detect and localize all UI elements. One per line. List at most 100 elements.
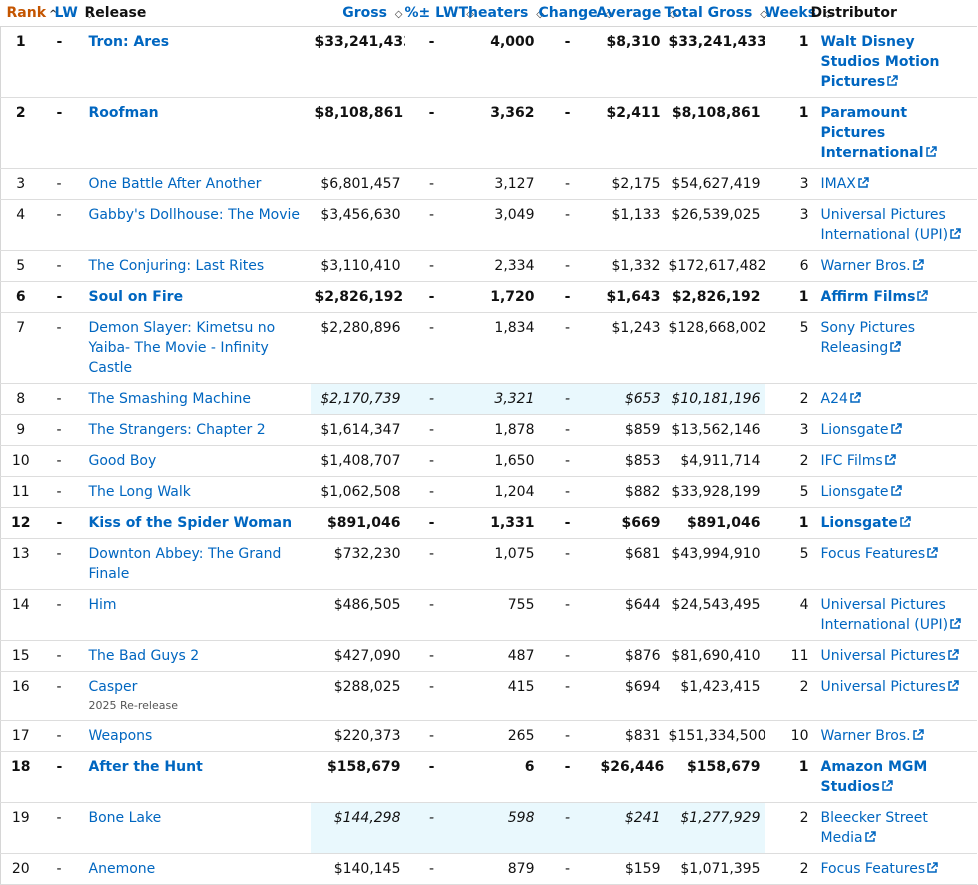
gross-cell: $1,062,508: [310, 476, 405, 508]
theaters-cell: 755: [458, 589, 539, 641]
pct-lw-cell: -: [404, 802, 459, 854]
distributor-cell: IMAX: [810, 168, 977, 200]
release-link[interactable]: Downton Abbey: The Grand Finale: [88, 546, 282, 582]
distributor-link[interactable]: Bleecker Street Media: [821, 810, 928, 846]
distributor-name: Lionsgate: [820, 515, 898, 531]
distributor-link[interactable]: Amazon MGM Studios: [821, 759, 928, 795]
release-link[interactable]: Weapons: [88, 728, 153, 744]
release-cell: Downton Abbey: The Grand Finale: [84, 538, 311, 590]
total-gross-cell: $10,181,196: [664, 383, 765, 415]
release-link[interactable]: The Conjuring: Last Rites: [88, 258, 265, 274]
distributor-cell: Focus Features: [810, 853, 977, 885]
header-change[interactable]: Change ◇: [538, 0, 613, 27]
table-row: 3- One Battle After Another $6,801,457-3,1…: [0, 168, 977, 200]
distributor-link[interactable]: Lionsgate: [821, 422, 902, 438]
release-link[interactable]: One Battle After Another: [88, 176, 262, 192]
caret-up-icon: ^: [49, 9, 58, 20]
release-link[interactable]: Him: [88, 597, 117, 613]
distributor-link[interactable]: Universal Pictures: [821, 679, 959, 695]
change-cell: -: [538, 507, 597, 539]
external-link-icon: [915, 289, 929, 305]
change-cell: -: [538, 640, 597, 672]
external-link-icon: [848, 391, 861, 407]
release-link[interactable]: Bone Lake: [88, 810, 162, 826]
release-link[interactable]: The Smashing Machine: [88, 391, 251, 407]
pct-lw-cell: -: [404, 414, 459, 446]
header-gross[interactable]: Gross ◇: [310, 0, 405, 27]
external-link-icon: [883, 453, 896, 469]
header-pct-lw[interactable]: %± LW ◇: [404, 0, 474, 27]
total-gross-cell: $151,334,500: [664, 720, 765, 752]
distributor-link[interactable]: Universal Pictures International (UPI): [821, 597, 962, 633]
release-link[interactable]: The Bad Guys 2: [88, 648, 200, 664]
release-link[interactable]: Good Boy: [88, 453, 157, 469]
average-cell: $882: [596, 476, 665, 508]
release-link[interactable]: The Strangers: Chapter 2: [88, 422, 266, 438]
table-row: 10- Good Boy $1,408,707-1,650- $853 $4,911,7…: [0, 445, 977, 477]
distributor-link[interactable]: Lionsgate: [821, 515, 911, 531]
distributor-link[interactable]: IFC Films: [821, 453, 896, 469]
release-link[interactable]: Casper: [88, 679, 138, 695]
release-link[interactable]: The Long Walk: [88, 484, 191, 500]
change-cell: -: [538, 250, 597, 282]
header-average[interactable]: Average ◇: [596, 0, 677, 27]
header-total-gross[interactable]: Total Gross ◇: [664, 0, 768, 27]
distributor-link[interactable]: Sony Pictures Releasing: [821, 320, 916, 356]
distributor-link[interactable]: IMAX: [821, 176, 869, 192]
weeks-cell: 2: [764, 802, 811, 854]
header-theaters[interactable]: Theaters ◇: [458, 0, 544, 27]
theaters-cell: 6: [458, 751, 539, 803]
header-lw[interactable]: LW ◇: [54, 0, 93, 27]
distributor-cell: Universal Pictures International (UPI): [810, 589, 977, 641]
header-distributor[interactable]: Distributor: [810, 0, 977, 27]
distributor-link[interactable]: A24: [821, 391, 861, 407]
release-cell: Roofman: [84, 97, 311, 169]
sort-updown-icon: ◇: [394, 9, 403, 20]
header-rank[interactable]: Rank ^: [0, 0, 58, 27]
release-link[interactable]: Kiss of the Spider Woman: [88, 515, 293, 531]
total-gross-cell: $2,826,192: [664, 281, 765, 313]
change-cell: -: [538, 414, 597, 446]
distributor-name: Affirm Films: [820, 289, 916, 305]
weeks-cell: 4: [764, 589, 811, 641]
release-link[interactable]: Gabby's Dollhouse: The Movie: [88, 207, 301, 223]
average-cell: $241: [596, 802, 665, 854]
rank-cell: 16: [0, 671, 55, 721]
pct-lw-cell: -: [404, 97, 459, 169]
release-cell: Soul on Fire: [84, 281, 311, 313]
rank-cell: 18: [0, 751, 55, 803]
distributor-link[interactable]: Focus Features: [821, 861, 939, 877]
pct-lw-cell: -: [404, 26, 459, 98]
distributor-name: Universal Pictures International (UPI): [820, 597, 949, 633]
release-link[interactable]: Roofman: [88, 105, 159, 121]
distributor-link[interactable]: Warner Bros.: [821, 258, 924, 274]
release-link[interactable]: Anemone: [88, 861, 156, 877]
average-cell: $26,446: [596, 751, 665, 803]
distributor-link[interactable]: Universal Pictures International (UPI): [821, 207, 962, 243]
table-row: 19- Bone Lake $144,298-598- $241 $1,277,929 2…: [0, 802, 977, 854]
lw-cell: -: [54, 26, 85, 98]
distributor-link[interactable]: Warner Bros.: [821, 728, 924, 744]
distributor-link[interactable]: Lionsgate: [821, 484, 902, 500]
pct-lw-cell: -: [404, 671, 459, 721]
distributor-link[interactable]: Walt Disney Studios Motion Pictures: [821, 34, 940, 90]
total-gross-cell: $13,562,146: [664, 414, 765, 446]
rank-cell: 8: [0, 383, 55, 415]
distributor-link[interactable]: Focus Features: [821, 546, 939, 562]
theaters-cell: 1,720: [458, 281, 539, 313]
total-gross-cell: $24,543,495: [664, 589, 765, 641]
table-row: 7- Demon Slayer: Kimetsu no Yaiba- The Mo…: [0, 312, 977, 384]
total-gross-cell: $33,241,433: [664, 26, 765, 98]
distributor-name: Lionsgate: [820, 422, 889, 438]
release-link[interactable]: Soul on Fire: [88, 289, 184, 305]
release-link[interactable]: Demon Slayer: Kimetsu no Yaiba- The Movi…: [88, 320, 276, 376]
total-gross-cell: $33,928,199: [664, 476, 765, 508]
release-link[interactable]: Tron: Ares: [88, 34, 170, 50]
distributor-link[interactable]: Universal Pictures: [821, 648, 959, 664]
distributor-link[interactable]: Affirm Films: [821, 289, 929, 305]
header-weeks[interactable]: Weeks ◇: [764, 0, 832, 27]
rank-cell: 2: [0, 97, 55, 169]
header-release[interactable]: Release: [84, 0, 311, 27]
release-link[interactable]: After the Hunt: [88, 759, 203, 775]
distributor-link[interactable]: Paramount Pictures International: [821, 105, 937, 161]
